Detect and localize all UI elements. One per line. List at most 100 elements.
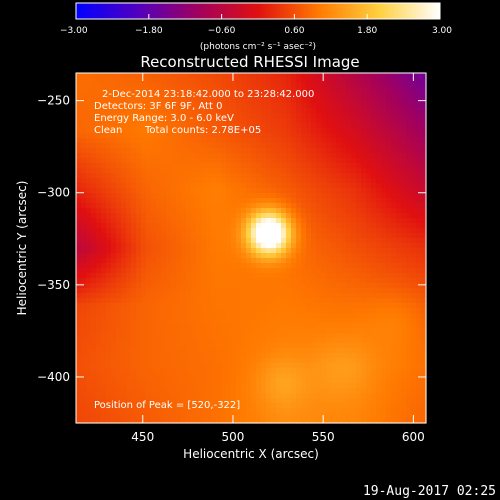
heatmap-cell	[121, 108, 127, 114]
heatmap-cell	[276, 343, 282, 349]
heatmap-cell	[141, 398, 147, 404]
heatmap-cell	[81, 158, 87, 164]
heatmap-cell	[266, 88, 272, 94]
heatmap-cell	[326, 308, 332, 314]
heatmap-cell	[376, 93, 382, 99]
heatmap-cell	[256, 258, 262, 264]
heatmap-cell	[231, 393, 237, 399]
heatmap-cell	[76, 338, 82, 344]
heatmap-cell	[371, 258, 377, 264]
heatmap-cell	[351, 83, 357, 89]
heatmap-cell	[376, 358, 382, 364]
heatmap-cell	[231, 148, 237, 154]
heatmap-cell	[101, 363, 107, 369]
heatmap-cell	[276, 83, 282, 89]
heatmap-cell	[256, 313, 262, 319]
heatmap-cell	[106, 223, 112, 229]
heatmap-cell	[421, 163, 427, 169]
heatmap-cell	[296, 303, 302, 309]
heatmap-cell	[241, 388, 247, 394]
heatmap-cell	[401, 408, 407, 414]
heatmap-cell	[331, 403, 337, 409]
heatmap-cell	[361, 83, 367, 89]
heatmap-cell	[321, 188, 327, 194]
heatmap-cell	[136, 303, 142, 309]
heatmap-cell	[261, 333, 267, 339]
heatmap-cell	[236, 198, 242, 204]
heatmap-cell	[416, 228, 422, 234]
heatmap-cell	[311, 118, 317, 124]
heatmap-cell	[346, 118, 352, 124]
heatmap-cell	[206, 403, 212, 409]
heatmap-cell	[111, 143, 117, 149]
heatmap-cell	[326, 113, 332, 119]
heatmap-cell	[266, 353, 272, 359]
heatmap-cell	[201, 263, 207, 269]
heatmap-cell	[91, 303, 97, 309]
heatmap-cell	[231, 318, 237, 324]
heatmap-cell	[226, 253, 232, 259]
heatmap-cell	[266, 343, 272, 349]
heatmap-cell	[391, 188, 397, 194]
heatmap-cell	[381, 88, 387, 94]
heatmap-cell	[271, 258, 277, 264]
heatmap-cell	[296, 263, 302, 269]
heatmap-cell	[191, 233, 197, 239]
heatmap-cell	[366, 373, 372, 379]
heatmap-cell	[201, 353, 207, 359]
heatmap-cell	[341, 123, 347, 129]
heatmap-cell	[351, 113, 357, 119]
heatmap-cell	[306, 388, 312, 394]
heatmap-cell	[416, 183, 422, 189]
heatmap-cell	[151, 288, 157, 294]
heatmap-cell	[161, 93, 167, 99]
heatmap-cell	[81, 198, 87, 204]
heatmap-cell	[391, 148, 397, 154]
heatmap-cell	[76, 148, 82, 154]
heatmap-cell	[111, 223, 117, 229]
heatmap-cell	[291, 333, 297, 339]
heatmap-cell	[121, 283, 127, 289]
heatmap-cell	[101, 418, 107, 424]
heatmap-cell	[301, 403, 307, 409]
heatmap-cell	[356, 153, 362, 159]
heatmap-cell	[226, 163, 232, 169]
heatmap-cell	[351, 148, 357, 154]
heatmap-cell	[246, 198, 252, 204]
heatmap-cell	[306, 118, 312, 124]
heatmap-cell	[156, 338, 162, 344]
heatmap-cell	[156, 123, 162, 129]
heatmap-cell	[171, 383, 177, 389]
heatmap-cell	[381, 408, 387, 414]
heatmap-cell	[106, 278, 112, 284]
heatmap-cell	[331, 273, 337, 279]
heatmap-cell	[331, 228, 337, 234]
heatmap-cell	[356, 88, 362, 94]
heatmap-cell	[311, 373, 317, 379]
heatmap-cell	[306, 328, 312, 334]
heatmap-cell	[81, 128, 87, 134]
heatmap-cell	[411, 148, 417, 154]
heatmap-cell	[336, 183, 342, 189]
heatmap-cell	[141, 193, 147, 199]
heatmap-cell	[296, 118, 302, 124]
heatmap-cell	[421, 383, 427, 389]
heatmap-cell	[96, 183, 102, 189]
heatmap-cell	[226, 238, 232, 244]
heatmap-cell	[151, 178, 157, 184]
heatmap-cell	[121, 148, 127, 154]
heatmap-cell	[136, 223, 142, 229]
heatmap-cell	[246, 178, 252, 184]
heatmap-cell	[321, 148, 327, 154]
heatmap-cell	[331, 338, 337, 344]
heatmap-cell	[346, 103, 352, 109]
heatmap-cell	[91, 358, 97, 364]
heatmap-cell	[241, 288, 247, 294]
heatmap-cell	[341, 78, 347, 84]
heatmap-cell	[136, 338, 142, 344]
heatmap-cell	[86, 368, 92, 374]
heatmap-cell	[271, 73, 277, 79]
heatmap-cell	[291, 298, 297, 304]
heatmap-cell	[116, 138, 122, 144]
heatmap-cell	[351, 368, 357, 374]
